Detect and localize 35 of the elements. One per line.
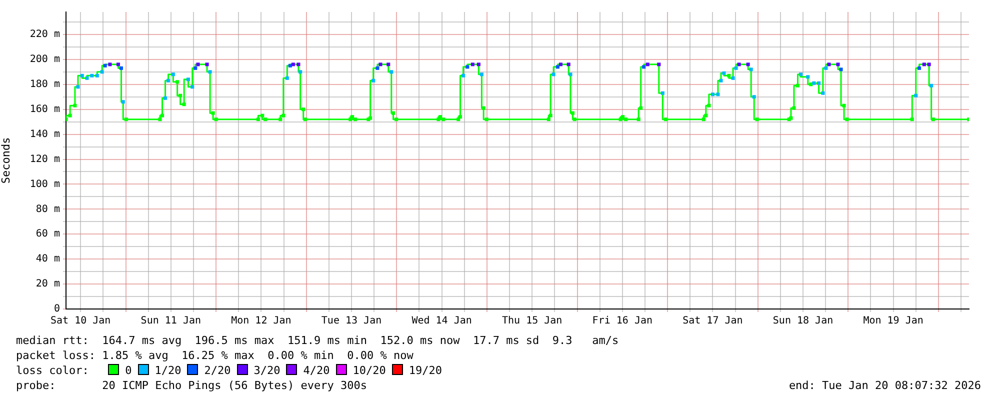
y-tick-label: 200 m	[30, 54, 60, 66]
legend-label: 0	[125, 364, 132, 377]
x-tick-label: Sun 18 Jan	[772, 316, 834, 327]
legend-label: 10/20	[352, 364, 386, 377]
y-tick-label: 60 m	[36, 228, 60, 240]
legend-label: 19/20	[408, 364, 442, 377]
y-tick-label: 80 m	[36, 204, 60, 215]
text: end: Tue Jan 20 08:07:32 2026	[788, 378, 981, 393]
y-tick-label: 40 m	[36, 254, 60, 265]
y-tick-label: 140 m	[30, 128, 60, 140]
x-tick-label: Thu 15 Jan	[502, 316, 562, 327]
y-tick-label: 180 m	[30, 78, 60, 90]
x-tick-label: Sat 10 Jan	[50, 316, 111, 327]
x-tick-label: Sun 11 Jan	[140, 316, 202, 327]
y-axis-title: Seconds	[0, 137, 12, 184]
y-tick-label: 20 m	[36, 278, 60, 290]
text: median rtt: 164.7 ms avg 196.5 ms max 151.9 ms min 152.0 ms now 17.7 ms sd 9.3 am/s	[16, 333, 620, 348]
legend-title: loss color:	[16, 364, 89, 377]
x-tick-label: Sat 17 Jan	[682, 316, 743, 327]
text: packet loss: 1.85 % avg 16.25 % max 0.00 % min 0.00 % now	[16, 348, 414, 363]
y-tick-label: 0	[54, 304, 60, 315]
legend-label: 3/20	[254, 364, 280, 377]
y-tick-label: 100 m	[30, 178, 60, 190]
y-tick-label: 220 m	[30, 29, 60, 40]
x-tick-label: Fri 16 Jan	[592, 316, 653, 327]
legend-label: 2/20	[204, 364, 231, 377]
x-tick-label: Wed 14 Jan	[412, 316, 472, 327]
text: probe: 20 ICMP Echo Pings (56 Bytes) every 300s	[16, 378, 367, 393]
x-tick-label: Tue 13 Jan	[321, 316, 382, 327]
y-tick-label: 160 m	[30, 104, 60, 115]
y-tick-label: 120 m	[30, 154, 60, 165]
legend-label: 4/20	[303, 364, 330, 377]
x-tick-label: Mon 12 Jan	[231, 316, 292, 327]
x-tick-label: Mon 19 Jan	[863, 316, 924, 327]
legend-label: 1/20	[154, 364, 182, 377]
